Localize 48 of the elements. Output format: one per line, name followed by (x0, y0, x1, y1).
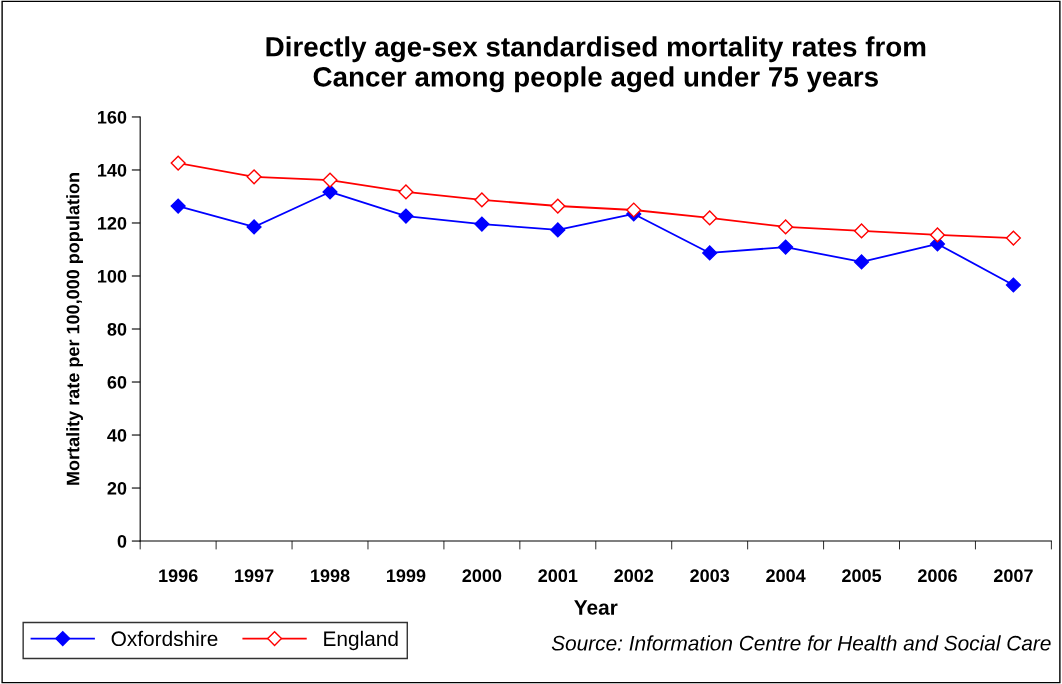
point (626, 202, 642, 218)
x-tick-label: 1999 (387, 569, 426, 583)
point (1005, 277, 1021, 293)
x-tick-label: 1996 (159, 569, 198, 583)
point (550, 198, 566, 214)
chart-title: Directly age-sex standardised mortality rates from Cancer among people aged under 75 years (266, 36, 926, 93)
y-tick-label: 120 (98, 216, 127, 230)
point (474, 192, 490, 208)
point (702, 245, 718, 261)
y-tick-label: 0 (117, 534, 127, 548)
x-tick-label: 2004 (766, 569, 806, 583)
x-axis-title: Year (574, 600, 618, 615)
x-tick-label: 2001 (538, 569, 578, 583)
x-tick-label: 2006 (918, 569, 957, 583)
y-tick-label: 160 (98, 110, 127, 124)
x-tick-label: 1997 (235, 569, 274, 583)
y-axis-title: Mortality rate per 100,000 population (66, 173, 83, 485)
point (246, 219, 262, 235)
point (778, 239, 794, 255)
y-tick-label: 100 (98, 269, 127, 283)
x-tick-label: 1998 (311, 569, 350, 583)
point (778, 219, 794, 235)
point (170, 155, 186, 171)
point (398, 184, 414, 200)
legend-label: England (324, 630, 398, 651)
x-tick-label: 2003 (690, 569, 730, 583)
point (398, 208, 414, 224)
point (322, 172, 338, 188)
point (246, 169, 262, 185)
x-tick-label: 2002 (614, 569, 654, 583)
point (853, 254, 870, 270)
x-tick-label: 2005 (842, 569, 882, 583)
point (702, 210, 718, 226)
x-tick-label: 2000 (462, 569, 502, 583)
point (474, 216, 490, 232)
x-tick-label: 2007 (993, 569, 1033, 583)
y-tick-label: 140 (98, 163, 127, 177)
y-tick-label: 60 (107, 375, 127, 389)
point (1005, 230, 1021, 246)
y-tick-label: 20 (107, 481, 127, 495)
y-tick-label: 80 (107, 322, 127, 336)
y-tick-label: 40 (107, 428, 127, 442)
point (929, 227, 946, 243)
source-note: Source: Information Centre for Health and Social Care (551, 635, 1051, 651)
point (853, 223, 870, 239)
point (170, 198, 186, 214)
point (550, 222, 566, 238)
legend-label: Oxfordshire (111, 630, 218, 647)
